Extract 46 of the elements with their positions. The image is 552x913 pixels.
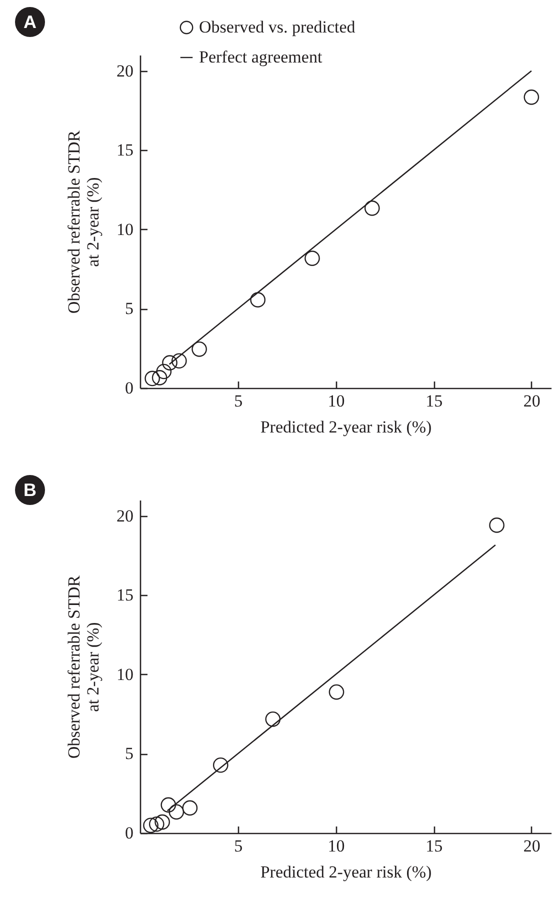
point [304,250,320,266]
point [162,355,178,370]
point [364,200,380,216]
y-tick-label: 5 [125,299,134,318]
point [182,800,198,816]
x-tick-label: 15 [426,836,443,856]
point [144,370,160,386]
y-tick-label: 10 [116,664,134,684]
point [154,814,170,830]
x-tick-label: 10 [328,392,345,410]
y-tick-label: 5 [125,744,134,764]
point [152,370,168,386]
y-tick-label: 20 [116,61,134,80]
point [156,364,172,380]
y-tick-label: 15 [116,140,134,160]
x-axis-title: Predicted 2-year risk (%) [260,862,432,882]
point [328,684,344,700]
y-tick-label: 10 [116,220,134,239]
point [148,816,164,832]
x-tick-label: 5 [234,392,243,410]
x-tick-label: 10 [328,836,345,856]
point [160,797,176,813]
point [265,711,281,727]
point [212,757,228,773]
legend-label: Perfect agreement [199,48,322,66]
point [171,353,187,369]
point [489,518,504,533]
legend-label: Observed vs. predicted [199,18,356,36]
chart-title: B [15,475,45,505]
x-tick-label: 5 [234,836,243,856]
x-tick-label: 20 [523,392,540,410]
y-tick-label: 20 [116,506,134,526]
y-tick-label: 0 [125,824,134,842]
y-axis-title: Observed referrable STDR at 2-year (%) [64,574,102,759]
x-axis-title: Predicted 2-year risk (%) [260,418,432,436]
point [143,818,158,834]
point [250,292,266,308]
y-tick-label: 0 [125,378,134,398]
y-axis-title: Observed referrable STDR at 2-year (%) [64,130,102,314]
x-tick-label: 20 [523,836,540,856]
chart-title: A [15,7,45,37]
point [168,804,184,820]
y-tick-label: 15 [116,586,134,605]
point [524,90,540,105]
point [192,341,207,357]
x-tick-label: 15 [426,392,443,410]
